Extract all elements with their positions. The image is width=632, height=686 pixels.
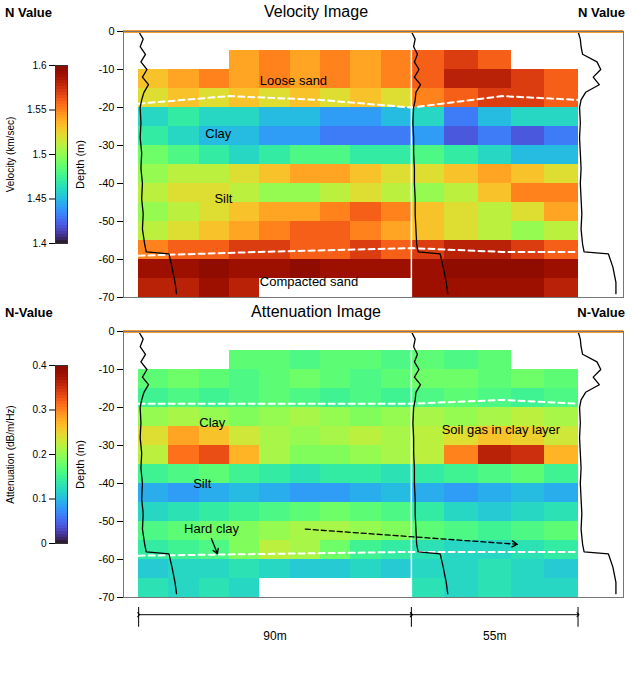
svg-text:0.4: 0.4 bbox=[33, 360, 47, 371]
svg-text:Clay: Clay bbox=[205, 126, 232, 141]
svg-text:Depth (m): Depth (m) bbox=[74, 140, 86, 189]
html-text:Attenuation Image: Attenuation Image bbox=[251, 303, 381, 320]
svg-text:-20: -20 bbox=[99, 101, 115, 113]
html-text:N-Value: N-Value bbox=[577, 305, 625, 320]
svg-text:-60: -60 bbox=[99, 553, 115, 565]
svg-text:Soil gas in clay layer: Soil gas in clay layer bbox=[442, 422, 561, 437]
svg-text:-40: -40 bbox=[99, 177, 115, 189]
svg-text:Attenuation (dB/m/Hz): Attenuation (dB/m/Hz) bbox=[5, 405, 16, 503]
svg-text:Silt: Silt bbox=[214, 191, 232, 206]
html-text:N-Value: N-Value bbox=[5, 305, 53, 320]
svg-text:0: 0 bbox=[108, 25, 114, 37]
svg-text:55m: 55m bbox=[483, 629, 506, 643]
svg-text:Depth (m): Depth (m) bbox=[74, 440, 86, 489]
svg-text:Clay: Clay bbox=[199, 415, 226, 430]
svg-text:Velocity (km/sec): Velocity (km/sec) bbox=[5, 117, 16, 193]
svg-text:-30: -30 bbox=[99, 439, 115, 451]
svg-text:0.2: 0.2 bbox=[33, 449, 47, 460]
svg-text:1.45: 1.45 bbox=[27, 193, 47, 204]
svg-text:Silt: Silt bbox=[193, 476, 211, 491]
svg-text:1.5: 1.5 bbox=[33, 149, 47, 160]
svg-text:-60: -60 bbox=[99, 253, 115, 265]
svg-text:90m: 90m bbox=[263, 629, 286, 643]
svg-text:1.6: 1.6 bbox=[33, 60, 47, 71]
svg-text:1.55: 1.55 bbox=[27, 104, 47, 115]
svg-text:-50: -50 bbox=[99, 215, 115, 227]
html-text:N Value: N Value bbox=[578, 5, 625, 20]
svg-text:Hard clay: Hard clay bbox=[184, 521, 239, 536]
svg-text:0.1: 0.1 bbox=[33, 493, 47, 504]
svg-text:-40: -40 bbox=[99, 477, 115, 489]
svg-text:0: 0 bbox=[108, 325, 114, 337]
svg-text:-70: -70 bbox=[99, 291, 115, 303]
svg-text:0.3: 0.3 bbox=[33, 404, 47, 415]
svg-text:-50: -50 bbox=[99, 515, 115, 527]
svg-text:Loose sand: Loose sand bbox=[260, 73, 327, 88]
svg-text:-10: -10 bbox=[99, 63, 115, 75]
svg-text:0: 0 bbox=[41, 538, 47, 549]
svg-text:-30: -30 bbox=[99, 139, 115, 151]
svg-text:Compacted sand: Compacted sand bbox=[260, 274, 358, 289]
svg-text:-20: -20 bbox=[99, 401, 115, 413]
svg-text:-10: -10 bbox=[99, 363, 115, 375]
html-text:N Value: N Value bbox=[5, 5, 52, 20]
svg-text:1.4: 1.4 bbox=[33, 238, 47, 249]
html-text:Velocity Image: Velocity Image bbox=[264, 3, 368, 20]
svg-text:-70: -70 bbox=[99, 591, 115, 603]
